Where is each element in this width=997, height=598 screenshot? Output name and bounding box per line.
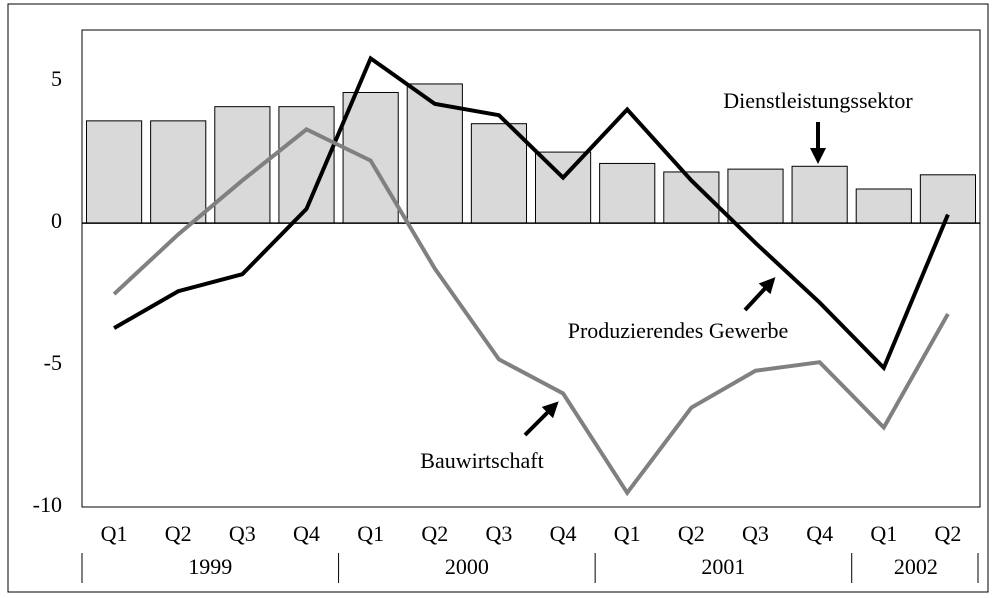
x-tick-label: Q1 <box>870 521 897 546</box>
plot-area <box>82 55 980 497</box>
x-tick-label: Q1 <box>101 521 128 546</box>
bar <box>599 162 656 224</box>
series-annotation: Bauwirtschaft <box>420 448 543 473</box>
x-tick-label: Q2 <box>934 521 961 546</box>
x-tick-label: Q1 <box>614 521 641 546</box>
x-tick-label: Q2 <box>165 521 192 546</box>
x-group-label: 1999 <box>188 554 232 579</box>
bar <box>791 165 848 224</box>
y-tick-label: -5 <box>44 350 62 375</box>
x-tick-label: Q4 <box>806 521 833 546</box>
x-tick-label: Q3 <box>485 521 512 546</box>
x-tick-label: Q4 <box>293 521 320 546</box>
bar <box>534 151 592 224</box>
outer-frame <box>7 3 989 593</box>
x-group-label: 2001 <box>701 554 745 579</box>
annotation-arrow <box>743 277 776 312</box>
bar <box>150 120 207 224</box>
x-group-label: 2002 <box>894 554 938 579</box>
y-tick-label: 5 <box>51 66 62 91</box>
bar <box>727 168 784 224</box>
series-annotation: Dienstleistungssektor <box>723 88 913 113</box>
x-tick-label: Q3 <box>229 521 256 546</box>
line <box>112 127 950 497</box>
y-tick-label: 0 <box>51 208 62 233</box>
line <box>113 55 950 372</box>
bar <box>470 123 528 224</box>
x-tick-label: Q1 <box>357 521 384 546</box>
x-tick-label: Q2 <box>421 521 448 546</box>
x-tick-label: Q3 <box>742 521 769 546</box>
x-tick-label: Q4 <box>550 521 577 546</box>
bar <box>85 120 143 224</box>
x-tick-label: Q2 <box>678 521 705 546</box>
x-group-label: 2000 <box>445 554 489 579</box>
series-annotation: Produzierendes Gewerbe <box>568 318 789 343</box>
annotation-arrow <box>523 401 559 437</box>
bar <box>855 188 912 224</box>
bar <box>342 91 399 224</box>
y-tick-label: -10 <box>33 492 62 517</box>
plot-frame <box>81 29 981 508</box>
